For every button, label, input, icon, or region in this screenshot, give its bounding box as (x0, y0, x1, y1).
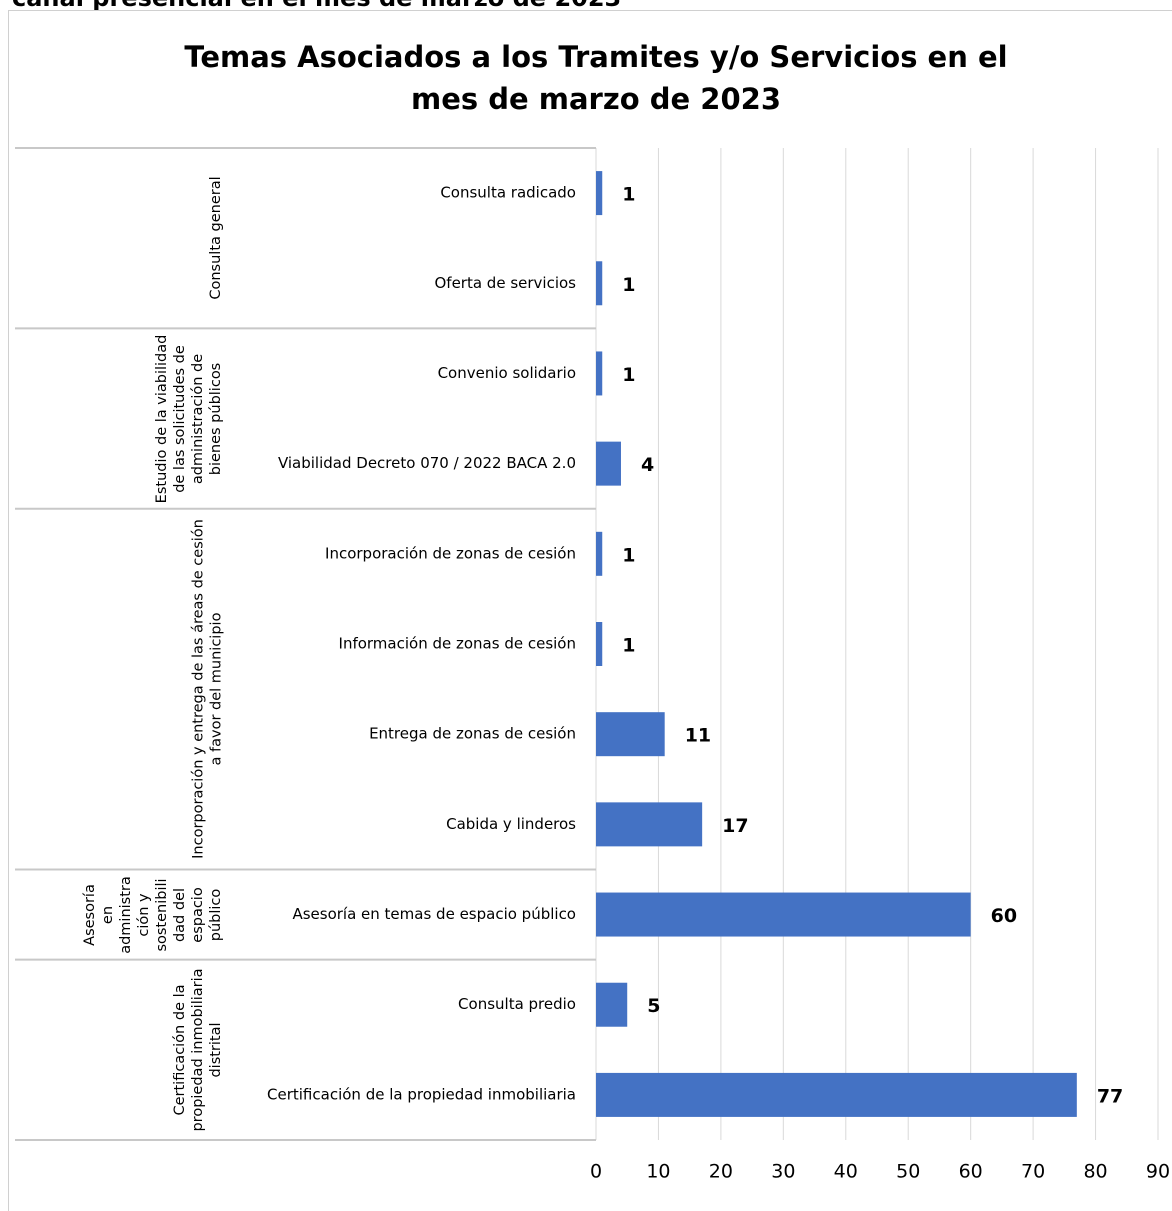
x-tick-label: 10 (646, 1161, 670, 1183)
bar (596, 351, 603, 396)
bar (596, 531, 603, 576)
y-tick-label: Cabida y linderos (446, 815, 576, 833)
data-label: 60 (991, 905, 1017, 927)
x-tick-label: 70 (1021, 1161, 1045, 1183)
group-label: Estudio de la viabilidad de las solicitu… (153, 334, 224, 503)
y-tick-label: Viabilidad Decreto 070 / 2022 BACA 2.0 (278, 454, 576, 472)
group-label: Certificación de la propiedad inmobiliar… (171, 968, 224, 1132)
chart-title: Temas Asociados a los Tramites y/o Servi… (184, 40, 1008, 116)
bar (596, 982, 628, 1027)
bar (596, 441, 621, 486)
bar (596, 261, 603, 306)
data-label: 1 (622, 635, 635, 657)
x-tick-label: 30 (771, 1161, 795, 1183)
bar (596, 1072, 1077, 1117)
data-label: 1 (622, 184, 635, 206)
x-tick-label: 0 (590, 1161, 602, 1183)
y-tick-label: Información de zonas de cesión (339, 635, 576, 653)
y-tick-label: Oferta de servicios (434, 274, 576, 292)
y-tick-label: Asesoría en temas de espacio público (292, 905, 576, 923)
y-tick-label: Certificación de la propiedad inmobiliar… (267, 1085, 576, 1103)
group-label: Incorporación y entrega de las áreas de … (190, 519, 224, 859)
group-label: Consulta general (207, 176, 224, 300)
data-label: 1 (622, 364, 635, 386)
data-label: 1 (622, 544, 635, 566)
data-label: 77 (1097, 1085, 1123, 1107)
bar (596, 712, 665, 757)
chart-frame (8, 10, 1172, 1211)
heading: canal presencial en el mes de marzo de 2… (12, 0, 621, 12)
x-tick-label: 40 (834, 1161, 858, 1183)
y-tick-label: Convenio solidario (438, 364, 576, 382)
bar (596, 892, 971, 937)
data-label: 11 (685, 725, 711, 747)
x-tick-label: 80 (1083, 1161, 1107, 1183)
y-tick-label: Entrega de zonas de cesión (369, 725, 576, 743)
data-label: 17 (722, 815, 748, 837)
bar (596, 622, 603, 666)
y-tick-label: Consulta radicado (440, 184, 576, 202)
data-label: 4 (641, 454, 654, 476)
x-tick-label: 60 (959, 1161, 983, 1183)
bar (596, 802, 703, 847)
group-label: Asesoría en administración y sostenibili… (81, 875, 224, 954)
data-label: 5 (647, 995, 660, 1017)
data-label: 1 (622, 274, 635, 296)
x-tick-label: 90 (1146, 1161, 1170, 1183)
x-tick-label: 20 (709, 1161, 733, 1183)
x-tick-label: 50 (896, 1161, 920, 1183)
y-tick-label: Incorporación de zonas de cesión (325, 544, 576, 562)
y-tick-label: Consulta predio (458, 995, 576, 1013)
bar (596, 171, 603, 216)
